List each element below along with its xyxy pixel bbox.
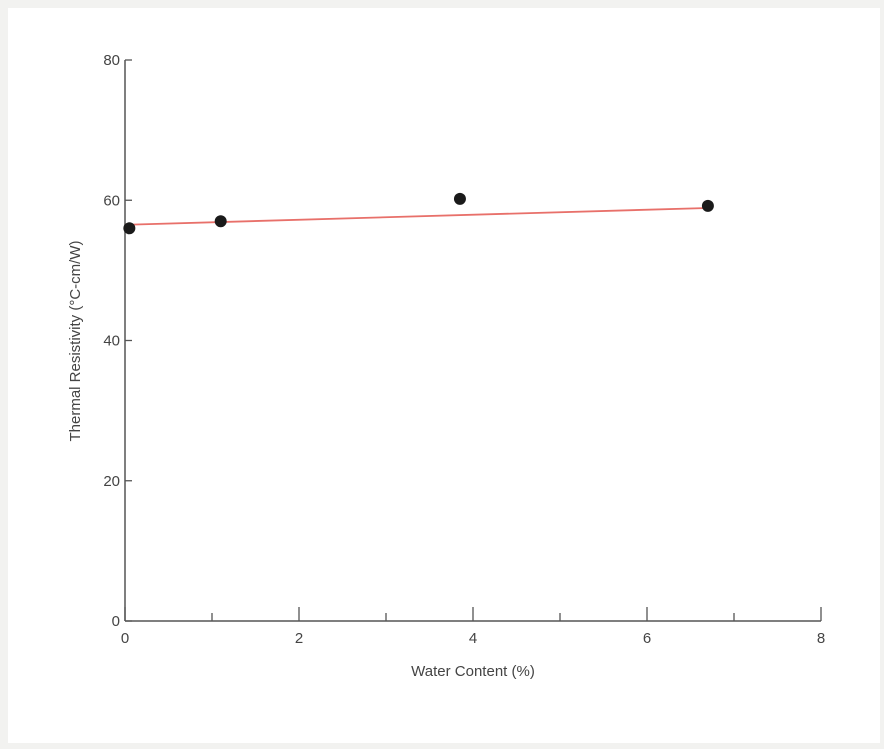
x-axis-title: Water Content (%) bbox=[411, 663, 535, 680]
data-point bbox=[701, 199, 714, 212]
trend-line-group bbox=[124, 207, 708, 226]
x-tick-label: 8 bbox=[817, 630, 825, 647]
data-point bbox=[123, 222, 136, 235]
x-tick-label: 2 bbox=[295, 630, 303, 647]
y-tick-label: 80 bbox=[103, 52, 120, 69]
y-tick-label: 0 bbox=[112, 613, 120, 630]
y-tick-label: 60 bbox=[103, 192, 120, 209]
chart-panel: 0 20 40 60 80 0 2 4 6 8 Water Content (%) Therma… bbox=[8, 8, 880, 743]
y-axis-title: Thermal Resistivity (°C-cm/W) bbox=[67, 241, 84, 442]
x-tick-label: 6 bbox=[643, 630, 651, 647]
trend-line bbox=[124, 207, 708, 226]
y-ticks: 0 20 40 60 80 bbox=[103, 52, 132, 630]
data-point bbox=[214, 215, 227, 228]
scatter-chart: 0 20 40 60 80 0 2 4 6 8 Water Content (%) Therma… bbox=[67, 52, 825, 680]
y-tick-label: 40 bbox=[103, 333, 120, 350]
data-points bbox=[123, 192, 714, 235]
y-tick-label: 20 bbox=[103, 473, 120, 490]
x-tick-label: 4 bbox=[469, 630, 477, 647]
data-point bbox=[453, 192, 466, 205]
axes bbox=[124, 60, 821, 622]
x-tick-label: 0 bbox=[121, 630, 129, 647]
x-ticks: 0 2 4 6 8 bbox=[121, 607, 825, 647]
